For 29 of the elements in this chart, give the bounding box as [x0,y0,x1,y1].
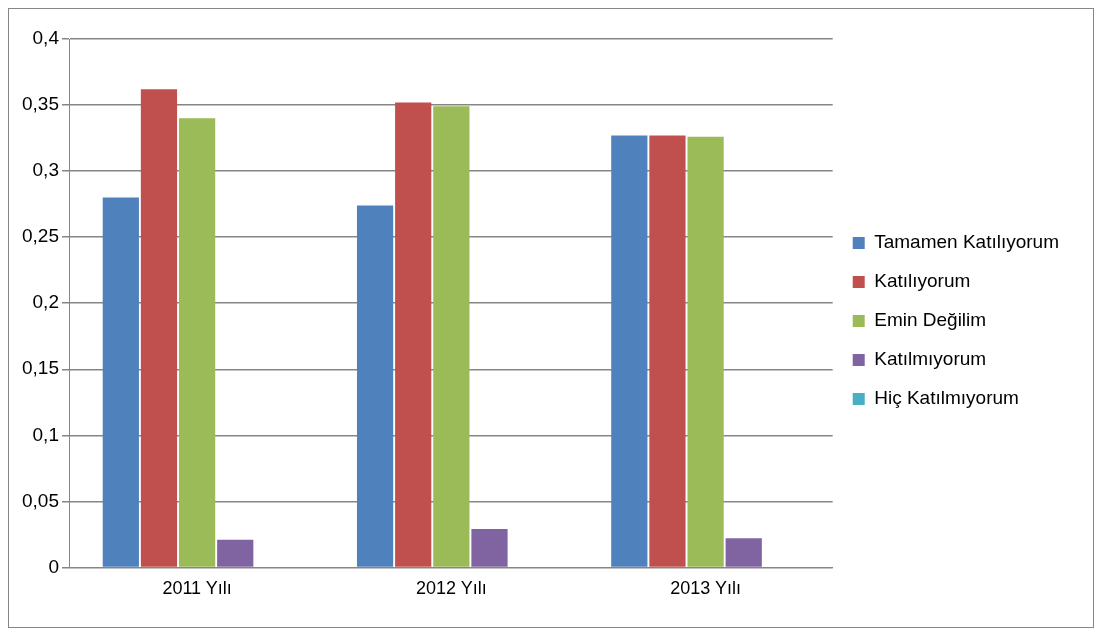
bar [140,89,178,567]
legend-label: Hiç Katılmıyorum [874,387,1019,409]
y-tick-label: 0 [48,555,59,577]
bar [356,205,394,567]
y-tick-label: 0,3 [32,159,59,181]
bar [611,135,648,567]
bar [217,539,254,567]
y-tick-label: 0,1 [32,423,59,445]
bar [687,136,724,567]
bar [178,118,216,567]
bar [433,106,470,567]
x-tick-label: 2011 Yılı [162,578,232,599]
bar [471,529,508,567]
x-tick-label: 2013 Yılı [670,578,741,599]
legend-label: Katılıyorum [874,270,971,292]
y-tick-label: 0,4 [32,27,60,49]
y-tick-label: 0,2 [32,291,59,313]
legend-label: Katılmıyorum [874,348,987,370]
bar [649,135,686,567]
legend-label: Tamamen Katılıyorum [874,231,1060,253]
y-tick-label: 0,15 [22,357,59,379]
y-tick-label: 0,35 [22,93,59,115]
bar [395,102,432,567]
bar [102,197,139,567]
bar [725,538,762,567]
x-tick-label: 2012 Yılı [415,578,487,599]
legend-label: Emin Değilim [874,309,987,331]
y-tick-label: 0,05 [22,489,59,511]
y-tick-label: 0,25 [22,225,59,247]
